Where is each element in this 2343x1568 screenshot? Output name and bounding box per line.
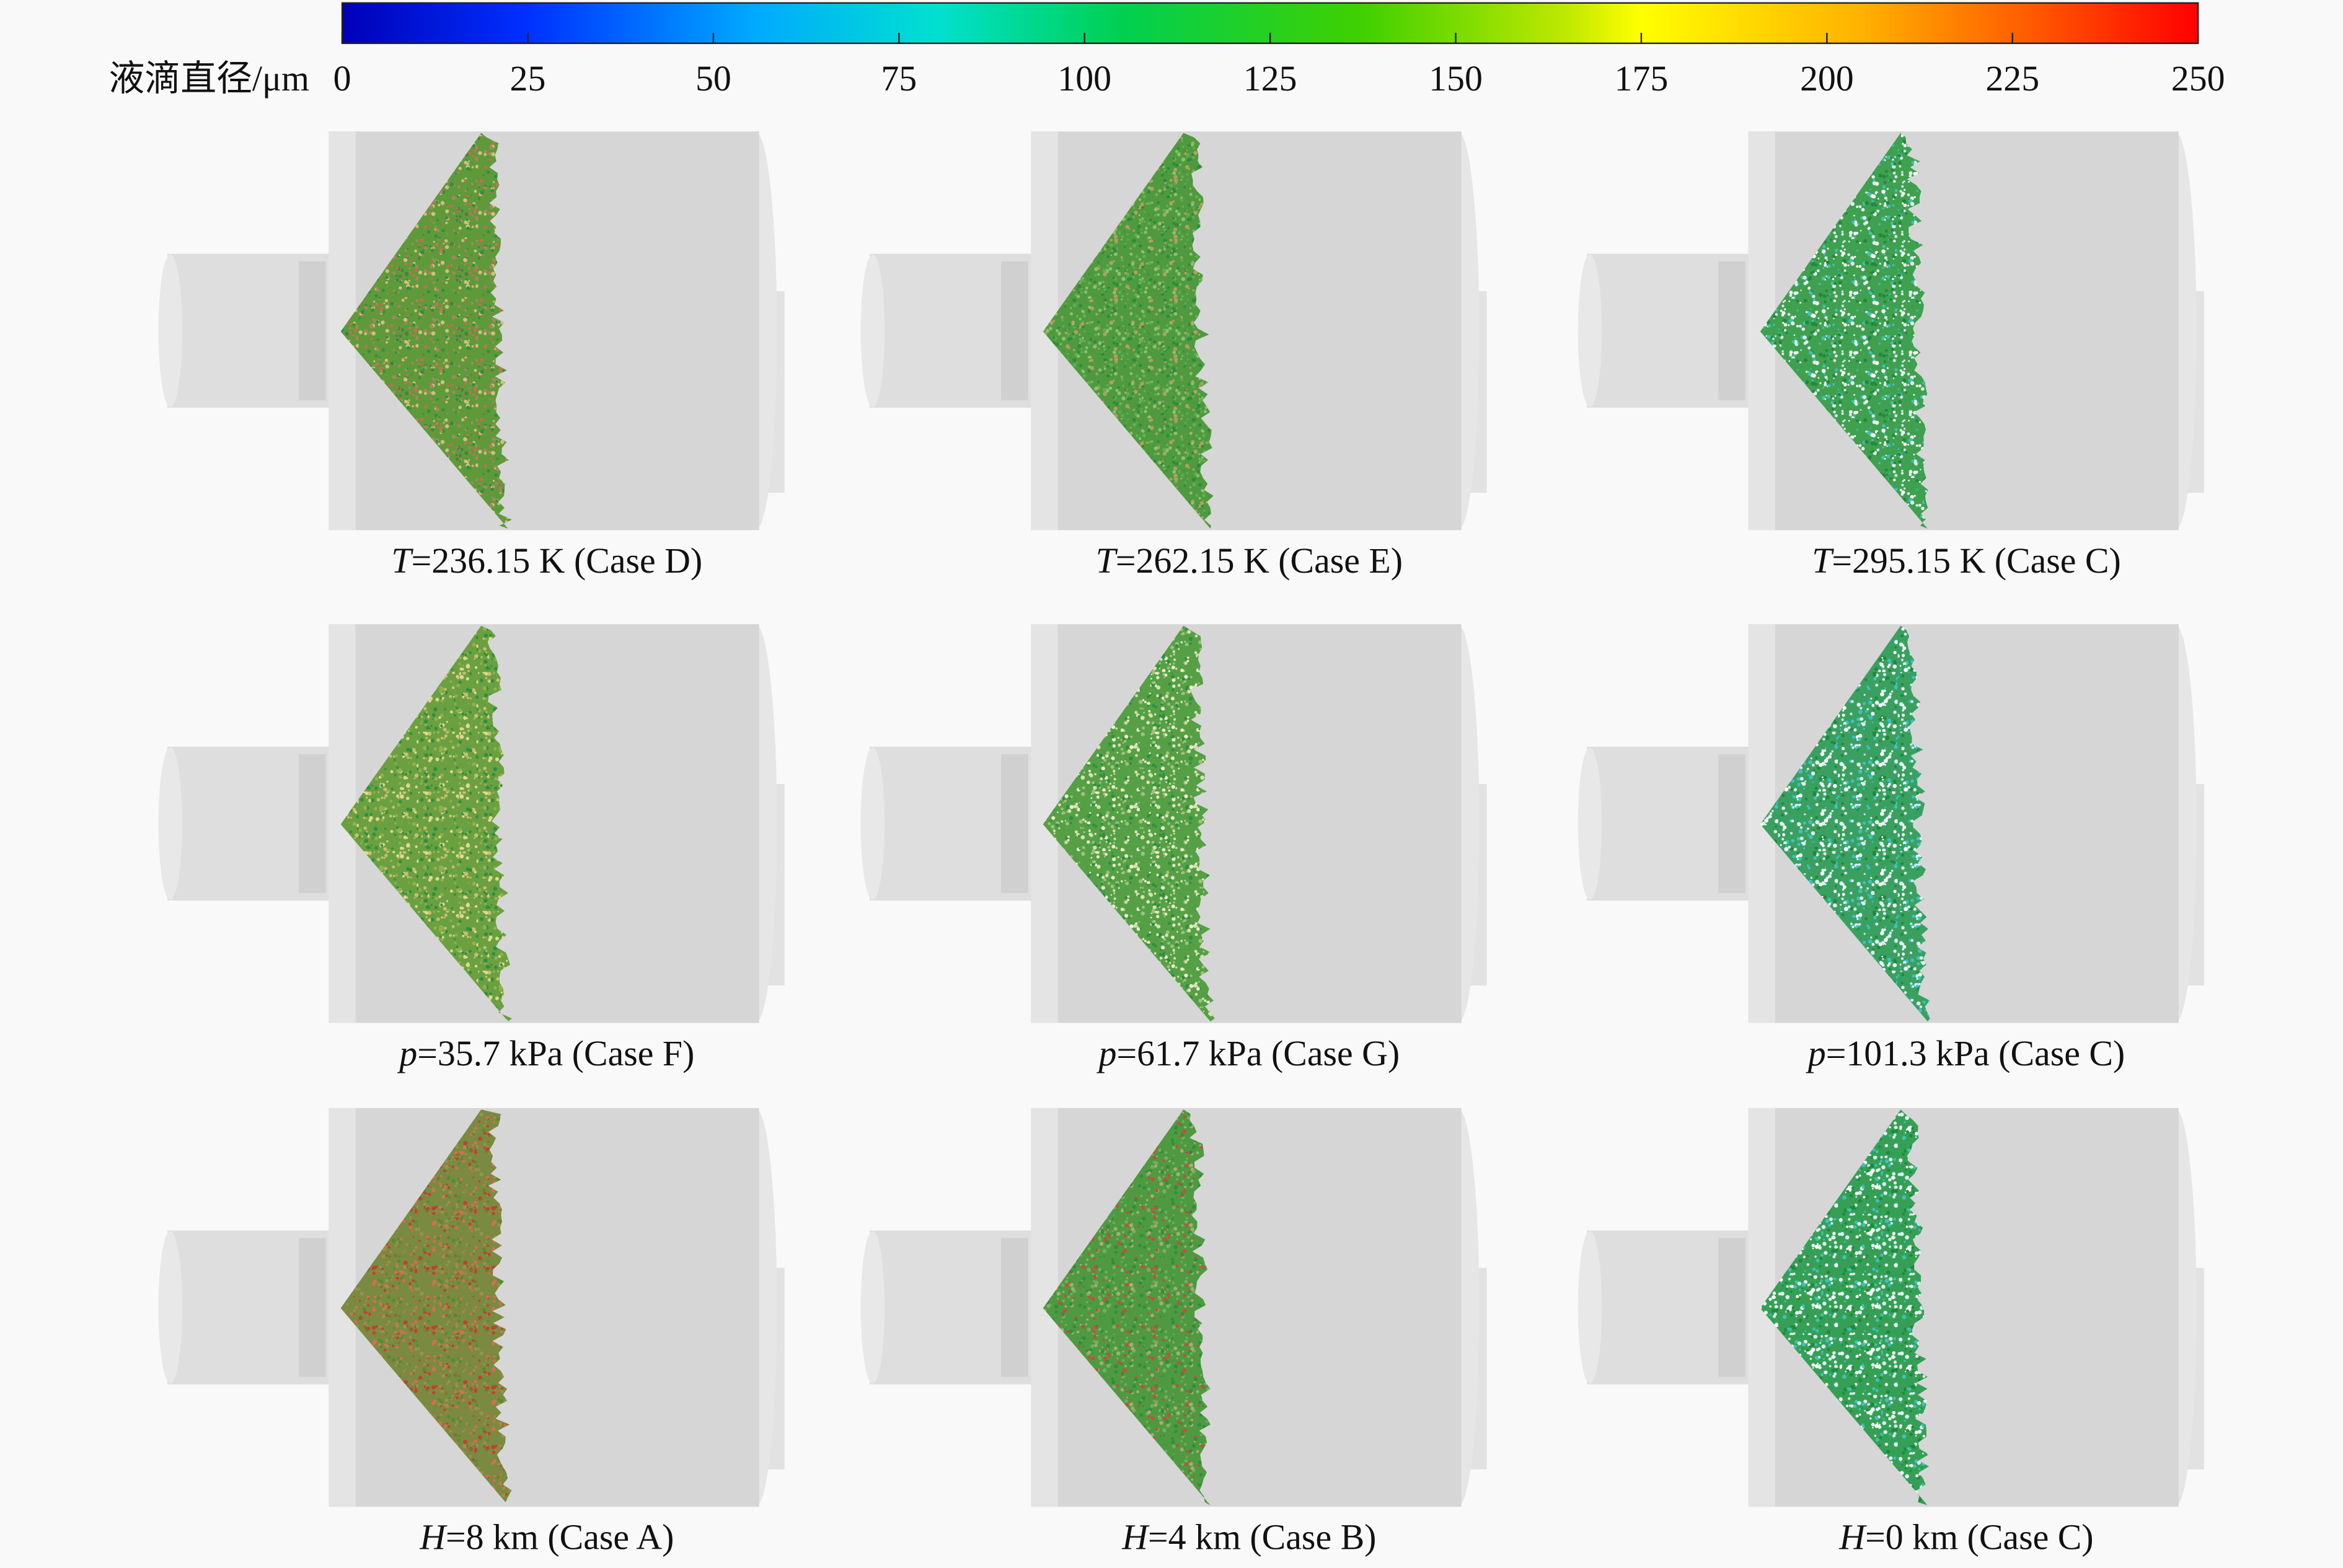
panel: T=262.15 K (Case E): [860, 131, 1487, 581]
caption-text: =262.15 K (Case E): [1116, 540, 1403, 581]
caption-variable: p: [1806, 1033, 1826, 1073]
inlet-end: [860, 747, 885, 900]
inlet-band: [299, 1238, 326, 1377]
spray: [1043, 1109, 1211, 1505]
inlet-band: [299, 754, 326, 893]
caption-variable: T: [1096, 540, 1118, 581]
spray: [340, 1109, 512, 1505]
inlet-band: [299, 261, 326, 400]
spray: [1760, 625, 1931, 1022]
inlet-end: [1577, 1231, 1602, 1384]
panel: H=0 km (Case C): [1577, 1108, 2204, 1557]
caption: T=236.15 K (Case D): [391, 540, 702, 581]
inlet-band: [1718, 1238, 1745, 1377]
caption-text: =61.7 kPa (Case G): [1116, 1033, 1400, 1073]
caption-variable: H: [1838, 1517, 1867, 1557]
panel: p=35.7 kPa (Case F): [158, 624, 785, 1073]
caption-text: =236.15 K (Case D): [412, 540, 703, 581]
colorbar-tick-label: 50: [695, 58, 731, 99]
colorbar-label: 液滴直径/μm: [109, 58, 309, 99]
colorbar-tick-label: 100: [1057, 58, 1111, 99]
colorbar-tick-label: 200: [1800, 58, 1854, 99]
spray: [340, 625, 512, 1022]
inlet-end: [1577, 254, 1602, 407]
spray: [1760, 133, 1928, 529]
panel: T=295.15 K (Case C): [1577, 131, 2204, 581]
caption-variable: p: [1096, 1033, 1117, 1073]
panel: p=61.7 kPa (Case G): [860, 624, 1487, 1073]
caption-text: =101.3 kPa (Case C): [1826, 1033, 2125, 1073]
caption-text: =0 km (Case C): [1865, 1517, 2093, 1557]
colorbar-tick-label: 225: [1985, 58, 2039, 99]
caption-text: =35.7 kPa (Case F): [417, 1033, 694, 1073]
inlet-band: [1718, 754, 1745, 893]
colorbar-tick-label: 125: [1243, 58, 1297, 99]
caption: T=262.15 K (Case E): [1096, 540, 1403, 581]
caption-variable: H: [1121, 1517, 1150, 1557]
panel: p=101.3 kPa (Case C): [1577, 624, 2204, 1073]
spray: [1760, 1109, 1929, 1505]
caption-text: =8 km (Case A): [446, 1517, 674, 1557]
inlet-band: [1718, 261, 1745, 400]
caption: H=8 km (Case A): [419, 1517, 674, 1557]
caption: T=295.15 K (Case C): [1812, 540, 2121, 581]
caption: p=35.7 kPa (Case F): [397, 1033, 694, 1073]
caption-variable: H: [419, 1517, 448, 1557]
caption: H=0 km (Case C): [1838, 1517, 2093, 1557]
spray: [1043, 133, 1214, 529]
spray: [1043, 625, 1215, 1022]
inlet-end: [860, 1231, 885, 1384]
colorbar-tick-label: 150: [1429, 58, 1483, 99]
inlet-band: [1001, 754, 1028, 893]
colorbar-tick-label: 75: [881, 58, 917, 99]
panel: H=4 km (Case B): [860, 1108, 1487, 1557]
panel: H=8 km (Case A): [158, 1108, 785, 1557]
inlet-end: [158, 747, 183, 900]
caption-text: =295.15 K (Case C): [1832, 540, 2120, 581]
colorbar-tick-label: 25: [510, 58, 546, 99]
caption-variable: p: [397, 1033, 417, 1073]
inlet-end: [158, 1231, 183, 1384]
colorbar-tick-label: 175: [1615, 58, 1669, 99]
colorbar-tick-label: 250: [2171, 58, 2225, 99]
inlet-band: [1001, 1238, 1028, 1377]
inlet-band: [1001, 261, 1028, 400]
panel: T=236.15 K (Case D): [158, 131, 785, 581]
inlet-end: [860, 254, 885, 407]
caption-text: =4 km (Case B): [1148, 1517, 1376, 1557]
caption-variable: T: [391, 540, 413, 581]
inlet-end: [158, 254, 183, 407]
caption: p=61.7 kPa (Case G): [1096, 1033, 1400, 1073]
caption: p=101.3 kPa (Case C): [1806, 1033, 2125, 1073]
inlet-end: [1577, 747, 1602, 900]
spray: [340, 133, 512, 529]
colorbar-tick-label: 0: [333, 58, 351, 99]
caption-variable: T: [1812, 540, 1834, 581]
caption: H=4 km (Case B): [1121, 1517, 1376, 1557]
